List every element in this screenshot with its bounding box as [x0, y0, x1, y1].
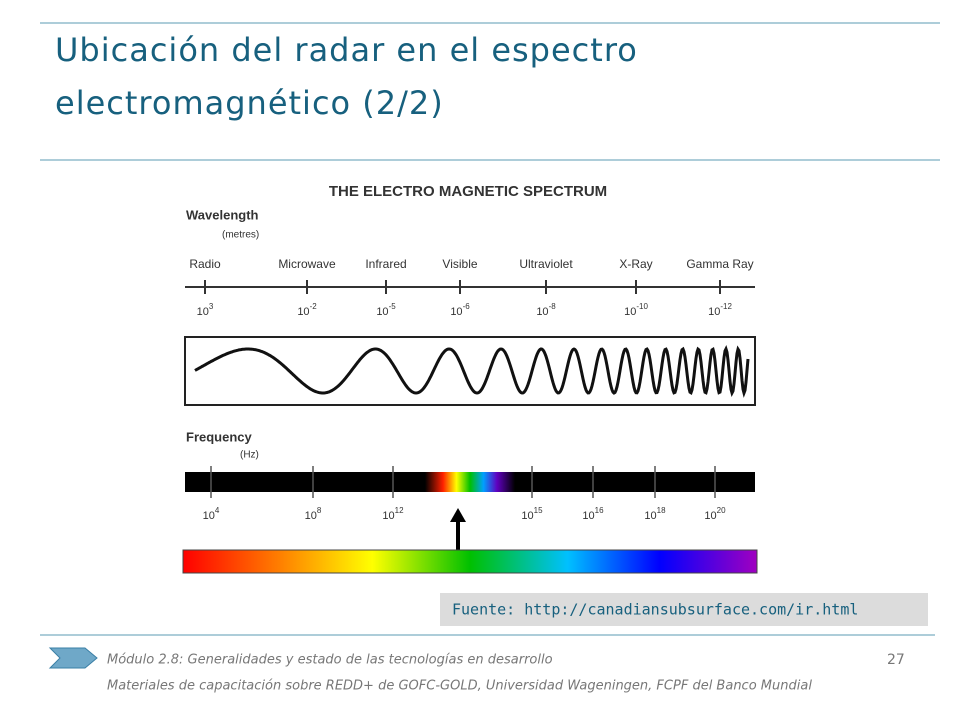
- tick-label: 103: [197, 302, 214, 318]
- tick-base: 10: [382, 510, 394, 522]
- band-label: Infrared: [365, 257, 406, 271]
- band-label: X-Ray: [619, 257, 652, 271]
- tick-exponent: 12: [395, 506, 404, 515]
- tick-base: 10: [624, 306, 636, 318]
- tick-exponent: 20: [717, 506, 726, 515]
- tick-exponent: 15: [534, 506, 543, 515]
- tick-label: 1016: [582, 506, 604, 522]
- tick-base: 10: [450, 306, 462, 318]
- tick-exponent: -8: [549, 302, 557, 311]
- page-number: 27: [887, 652, 905, 668]
- tick-base: 10: [708, 306, 720, 318]
- tick-exponent: -6: [463, 302, 471, 311]
- tick-label: 10-10: [624, 302, 648, 318]
- visible-band: [425, 472, 515, 492]
- axis-unit: (Hz): [240, 450, 259, 461]
- tick-label: 10-5: [376, 302, 396, 318]
- footer-arrow: [48, 647, 98, 669]
- tick-exponent: 8: [317, 506, 322, 515]
- tick-base: 10: [297, 306, 309, 318]
- wave: [194, 345, 750, 398]
- axis-label: Frequency: [186, 429, 253, 444]
- title: electromagnético (2/2): [55, 84, 444, 122]
- footer-text: Materiales de capacitación sobre REDD+ d…: [107, 679, 812, 694]
- tick-base: 10: [521, 510, 533, 522]
- tick-exponent: -2: [310, 302, 318, 311]
- figure-title: THE ELECTRO MAGNETIC SPECTRUM: [329, 183, 607, 200]
- tick-base: 10: [704, 510, 716, 522]
- tick-label: 104: [203, 506, 220, 522]
- title: Ubicación del radar en el espectro: [55, 31, 638, 69]
- axis-label: Wavelength: [186, 207, 259, 222]
- tick-exponent: -12: [720, 302, 732, 311]
- tick-exponent: 18: [657, 506, 666, 515]
- tick-label: 108: [305, 506, 322, 522]
- tick-label: 10-2: [297, 302, 317, 318]
- tick-exponent: 3: [209, 302, 214, 311]
- band-label: Radio: [189, 257, 221, 271]
- spectrum-figure: THE ELECTRO MAGNETIC SPECTRUM Wavelength…: [182, 183, 758, 574]
- tick-exponent: -10: [636, 302, 648, 311]
- tick-label: 1020: [704, 506, 726, 522]
- tick-base: 10: [582, 510, 594, 522]
- tick-label: 10-12: [708, 302, 732, 318]
- tick-exponent: 16: [595, 506, 604, 515]
- tick-exponent: 4: [215, 506, 220, 515]
- band-label: Visible: [442, 257, 477, 271]
- tick-label: 1015: [521, 506, 543, 522]
- band-label: Microwave: [278, 257, 336, 271]
- footer-text: Módulo 2.8: Generalidades y estado de la…: [107, 653, 553, 668]
- source-box: [440, 593, 928, 626]
- tick-exponent: -5: [389, 302, 397, 311]
- tick-label: 10-8: [536, 302, 556, 318]
- tick-base: 10: [203, 510, 215, 522]
- tick-base: 10: [536, 306, 548, 318]
- rainbow-bar: [182, 549, 758, 574]
- tick-label: 1012: [382, 506, 404, 522]
- tick-base: 10: [644, 510, 656, 522]
- source: Fuente: http://canadiansubsurface.com/ir…: [452, 601, 858, 619]
- arrow-head: [450, 508, 466, 522]
- tick-base: 10: [376, 306, 388, 318]
- tick-label: 10-6: [450, 302, 470, 318]
- tick-base: 10: [197, 306, 209, 318]
- band-label: Gamma Ray: [686, 257, 753, 271]
- wave-box: [184, 336, 756, 406]
- axis-unit: (metres): [222, 230, 259, 241]
- tick-label: 1018: [644, 506, 666, 522]
- band-label: Ultraviolet: [519, 257, 573, 271]
- tick-base: 10: [305, 510, 317, 522]
